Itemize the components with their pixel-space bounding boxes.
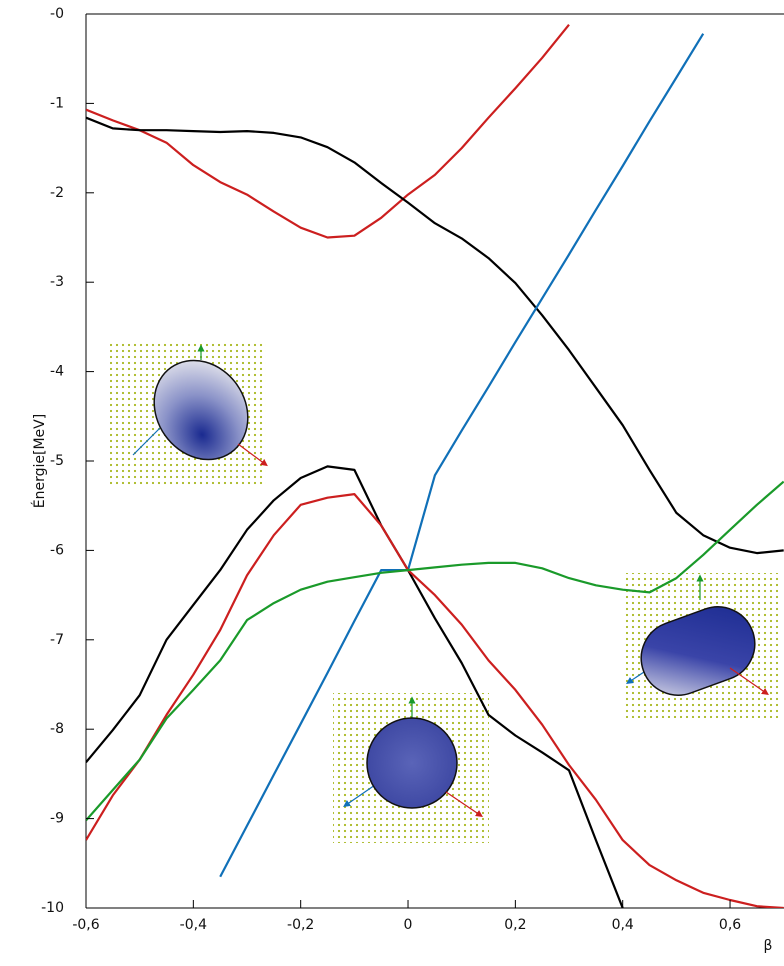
x-tick-label: -0,6 <box>72 917 99 933</box>
inset-prolate <box>625 573 781 718</box>
x-tick-label: -0,2 <box>287 917 314 933</box>
y-tick-label: -1 <box>50 95 64 111</box>
y-tick-label: -4 <box>50 364 64 380</box>
page: β Énergie[MeV] -0 -1 -2 -3 -4 -5 -6 -7 -8 -9 -10 -0… <box>0 0 784 966</box>
series-line <box>86 118 784 553</box>
y-tick-label: -8 <box>50 721 64 737</box>
y-tick-label: -0 <box>50 6 64 22</box>
y-tick-label: -9 <box>50 811 64 827</box>
y-axis-label: Énergie[MeV] <box>31 414 48 508</box>
y-tick-label: -2 <box>50 185 64 201</box>
y-tick-label: -6 <box>50 542 64 558</box>
y-tick-label: -7 <box>50 632 64 648</box>
x-tick-label: 0 <box>404 917 413 933</box>
inset-sphere <box>333 693 489 843</box>
x-axis-label: β <box>764 938 773 954</box>
chart: β Énergie[MeV] -0 -1 -2 -3 -4 -5 -6 -7 -8 -9 -10 -0… <box>0 0 784 966</box>
x-tick-label: -0,4 <box>180 917 207 933</box>
inset-oblate <box>110 342 267 487</box>
x-tick-label: 0,2 <box>504 917 526 933</box>
x-tick-label: 0,6 <box>719 917 741 933</box>
x-tick-label: 0,4 <box>612 917 634 933</box>
y-tick-label: -3 <box>50 274 64 290</box>
y-tick-label: -10 <box>41 900 64 916</box>
y-tick-label: -5 <box>50 453 64 469</box>
